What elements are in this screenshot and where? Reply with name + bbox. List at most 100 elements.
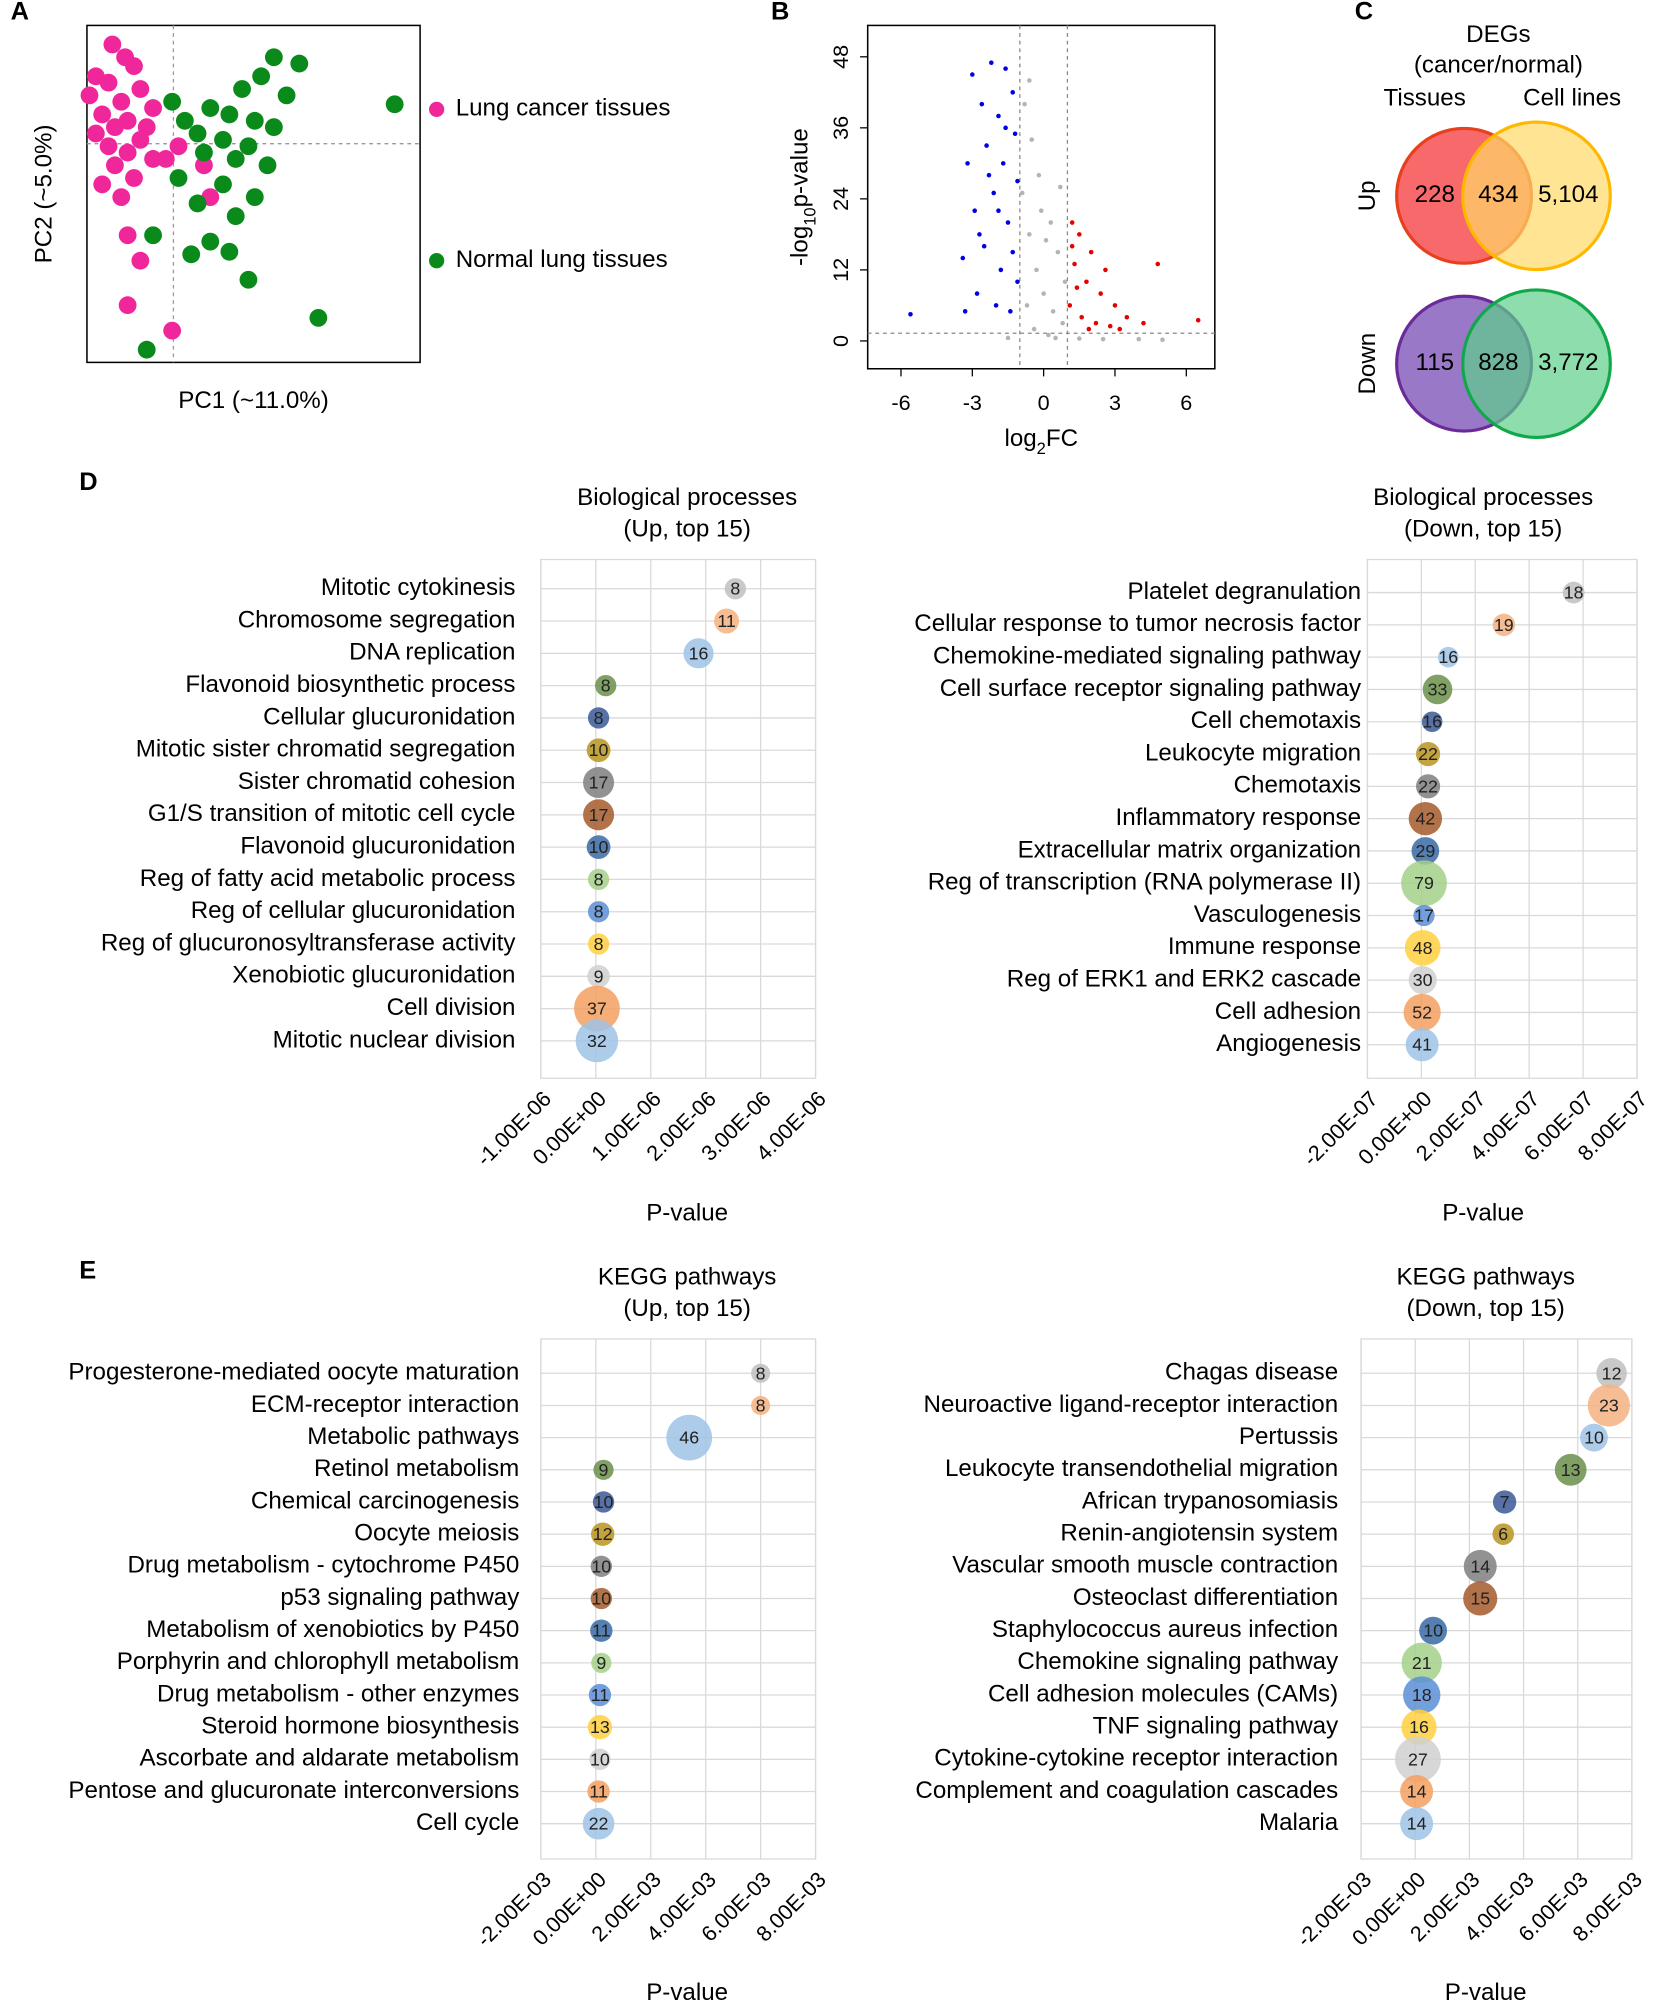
category-label: Cell division: [387, 994, 516, 1021]
panel-label: A: [11, 0, 29, 25]
chart-title: KEGG pathways: [1396, 1263, 1574, 1290]
bubble: [751, 1395, 771, 1416]
bubble-label: 52: [1412, 1002, 1432, 1022]
chart-title: Biological processes: [1373, 484, 1593, 511]
category-label: Cell cycle: [416, 1809, 519, 1836]
venn-set: [1461, 120, 1612, 272]
bubble-label: 10: [591, 1588, 611, 1608]
point: [1103, 267, 1108, 273]
category-label: Reg of glucuronosyltransferase activity: [101, 929, 517, 956]
bubble: [1587, 1384, 1631, 1427]
y-axis-label: -log10p-value: [787, 128, 819, 266]
category-label: Pertussis: [1239, 1423, 1338, 1450]
y-axis-label-part: p-value: [787, 128, 814, 207]
point: [201, 99, 220, 117]
point: [1112, 303, 1118, 308]
bubble-label: 8: [594, 934, 604, 954]
bubble-label: 37: [587, 999, 607, 1019]
x-axis-label-part: 2: [1037, 439, 1046, 458]
bubble: [1492, 1523, 1515, 1545]
bubble: [574, 985, 620, 1032]
point: [195, 143, 213, 162]
category-label: Reg of cellular glucuronidation: [191, 897, 516, 924]
bubble: [587, 965, 610, 988]
panel-label: D: [79, 468, 97, 496]
category-label: Vasculogenesis: [1194, 901, 1361, 928]
point: [1010, 90, 1016, 95]
point: [169, 137, 188, 156]
category-label: Cell chemotaxis: [1191, 707, 1361, 734]
bubble: [587, 901, 610, 923]
bubble-label: 18: [1412, 1685, 1432, 1705]
point: [214, 175, 232, 194]
plot-frame: [866, 24, 1216, 370]
bubble: [1395, 1736, 1441, 1783]
category-label: p53 signaling pathway: [280, 1584, 520, 1611]
bubble-label: 8: [601, 676, 611, 696]
bubble: [587, 933, 610, 955]
point: [118, 226, 137, 245]
point: [996, 113, 1001, 119]
point: [118, 296, 137, 315]
bubble: [1463, 1581, 1498, 1616]
point: [214, 130, 232, 149]
category-label: Staphylococcus aureus infection: [992, 1616, 1338, 1643]
bubble-label: 11: [591, 1685, 610, 1705]
category-label: DNA replication: [349, 639, 515, 666]
point: [1024, 303, 1030, 308]
bubble: [1404, 929, 1441, 966]
bubble-label: 19: [1494, 615, 1514, 635]
point: [277, 86, 296, 105]
bubble-label: 15: [1470, 1588, 1490, 1608]
category-label: Neuroactive ligand-receptor interaction: [924, 1391, 1339, 1418]
panel-label: B: [771, 0, 789, 25]
point: [131, 80, 150, 98]
legend-label: Lung cancer tissues: [456, 95, 671, 122]
bubble-label: 14: [1407, 1814, 1427, 1834]
point: [252, 67, 271, 86]
bubble: [593, 1459, 614, 1480]
point: [1067, 303, 1073, 308]
bubble-label: 8: [756, 1363, 766, 1383]
bubble: [1413, 904, 1435, 927]
category-label: ECM-receptor interaction: [251, 1391, 519, 1418]
point: [1034, 267, 1039, 273]
bubble: [592, 1491, 615, 1513]
bubble: [1422, 674, 1453, 705]
category-label: Sister chromatid cohesion: [238, 768, 516, 795]
point: [1060, 320, 1065, 326]
bubble-label: 41: [1412, 1035, 1432, 1055]
bubble: [575, 1019, 619, 1063]
point: [99, 73, 118, 92]
point: [220, 242, 239, 261]
category-label: Reg of ERK1 and ERK2 cascade: [1007, 966, 1361, 993]
point: [233, 80, 251, 98]
category-label: Flavonoid glucuronidation: [240, 832, 515, 859]
bubble-label: 11: [589, 1781, 608, 1801]
point: [188, 194, 207, 213]
category-label: Leukocyte migration: [1145, 739, 1361, 766]
bubble: [1403, 993, 1441, 1031]
chart-title: (Up, top 15): [623, 516, 750, 543]
category-label: Ascorbate and aldarate metabolism: [140, 1745, 520, 1772]
x-tick-label: -6: [891, 390, 910, 415]
point: [1046, 332, 1051, 338]
bubble-label: 14: [1470, 1556, 1490, 1576]
category-label: Platelet degranulation: [1128, 578, 1362, 605]
bubble-label: 17: [1414, 906, 1434, 926]
point: [984, 143, 989, 148]
point: [1086, 326, 1092, 332]
bubble-label: 10: [589, 837, 609, 857]
category-label: Mitotic sister chromatid segregation: [136, 736, 516, 763]
panel-label: C: [1355, 0, 1373, 25]
plot-frame: [86, 24, 421, 364]
bubble: [587, 707, 610, 729]
point: [245, 111, 264, 130]
category-label: Cytokine-cytokine receptor interaction: [934, 1745, 1338, 1772]
category-label: TNF signaling pathway: [1093, 1713, 1339, 1740]
bubble: [586, 738, 611, 763]
point: [1029, 137, 1035, 142]
point: [1003, 66, 1008, 71]
point: [93, 105, 112, 124]
